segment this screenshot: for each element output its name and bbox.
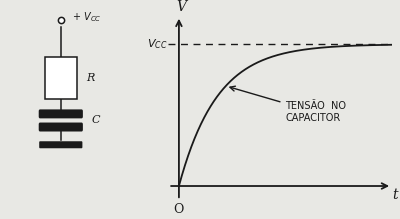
Text: R: R [86, 73, 95, 83]
FancyBboxPatch shape [39, 123, 83, 131]
Text: $+\ V_{CC}$: $+\ V_{CC}$ [72, 11, 102, 25]
Text: O: O [174, 203, 184, 216]
FancyBboxPatch shape [39, 109, 83, 118]
FancyBboxPatch shape [39, 141, 82, 148]
Bar [45, 57, 77, 99]
Text: t: t [392, 187, 398, 201]
Text: V: V [176, 0, 186, 14]
Text: TENSÃO  NO
CAPACITOR: TENSÃO NO CAPACITOR [230, 86, 346, 123]
Text: $V_{CC}$: $V_{CC}$ [147, 37, 168, 51]
Text: C: C [91, 115, 100, 125]
